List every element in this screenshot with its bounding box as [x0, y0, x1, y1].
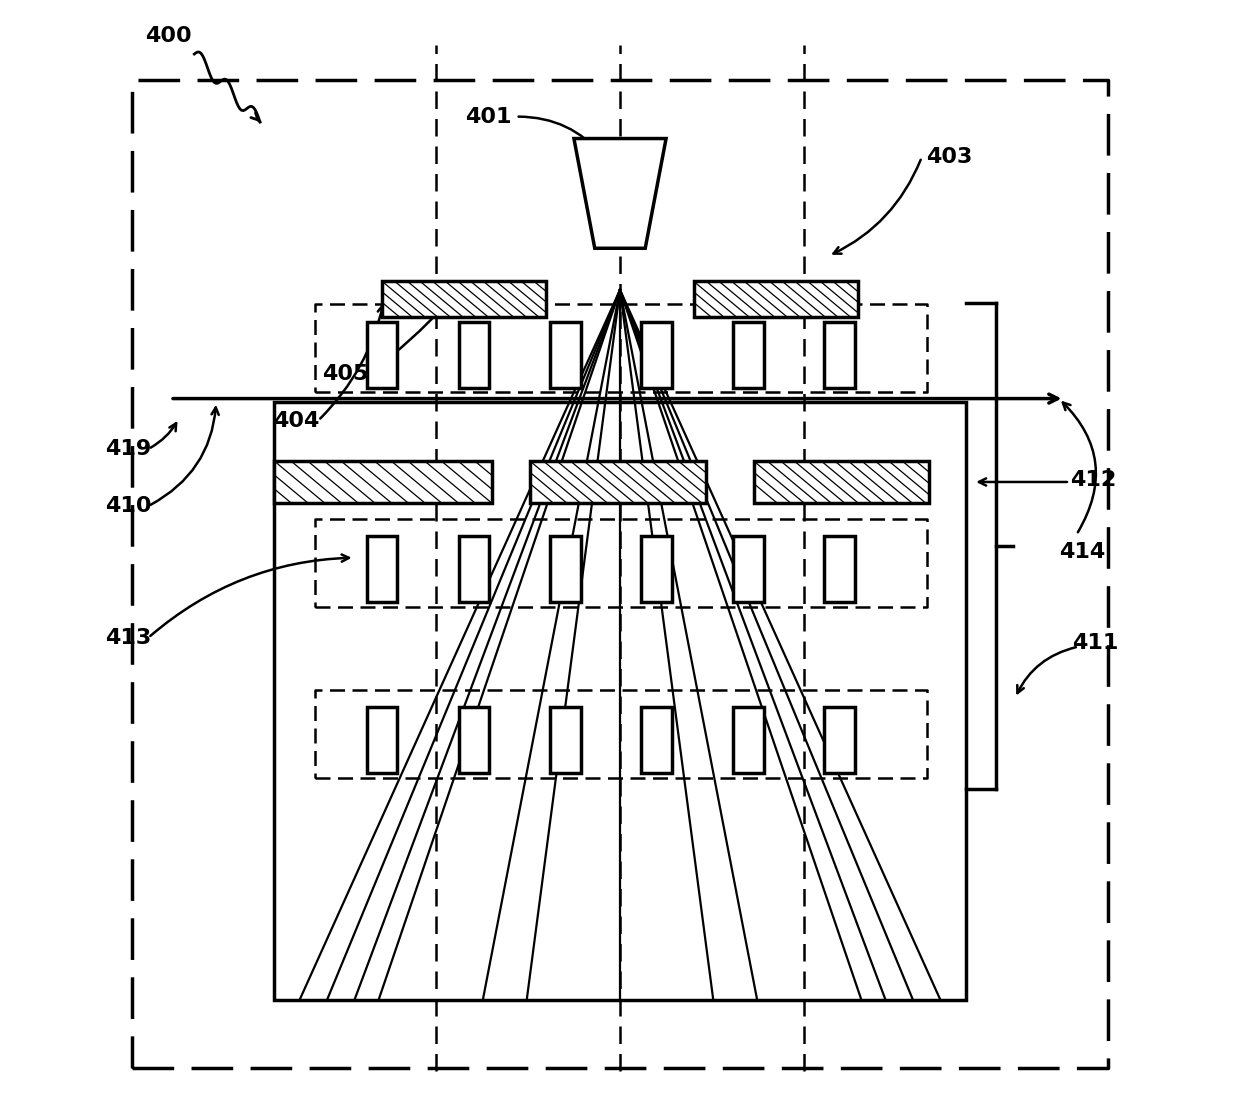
Text: 401: 401 — [465, 107, 512, 126]
Bar — [274, 461, 491, 503]
Text: 400: 400 — [145, 26, 191, 46]
Text: 405: 405 — [322, 364, 368, 384]
Bar — [733, 536, 764, 602]
Text: 411: 411 — [1073, 634, 1118, 653]
Bar — [641, 322, 672, 387]
Text: 414: 414 — [1059, 542, 1105, 562]
Bar — [382, 282, 547, 318]
Bar — [367, 322, 397, 387]
Bar — [459, 536, 490, 602]
Bar — [529, 461, 706, 503]
Bar — [529, 461, 706, 503]
Bar — [641, 707, 672, 772]
Bar — [549, 536, 580, 602]
Bar — [693, 282, 858, 318]
Bar — [367, 536, 397, 602]
Text: 419: 419 — [105, 439, 151, 459]
Bar — [825, 707, 854, 772]
Bar — [459, 707, 490, 772]
Bar — [693, 282, 858, 318]
Text: 404: 404 — [273, 410, 320, 430]
Text: 403: 403 — [926, 147, 972, 167]
Bar — [549, 707, 580, 772]
Bar — [825, 536, 854, 602]
Bar — [825, 322, 854, 387]
Bar — [459, 322, 490, 387]
Bar — [754, 461, 930, 503]
Bar — [382, 282, 547, 318]
Text: 412: 412 — [1070, 470, 1116, 490]
Text: 410: 410 — [105, 496, 151, 516]
Bar — [367, 707, 397, 772]
Bar — [641, 536, 672, 602]
Bar — [733, 707, 764, 772]
Bar — [754, 461, 930, 503]
Bar — [733, 322, 764, 387]
Text: 413: 413 — [105, 628, 151, 648]
Polygon shape — [574, 139, 666, 249]
Bar — [549, 322, 580, 387]
Bar — [274, 461, 491, 503]
Bar — [274, 402, 966, 1000]
